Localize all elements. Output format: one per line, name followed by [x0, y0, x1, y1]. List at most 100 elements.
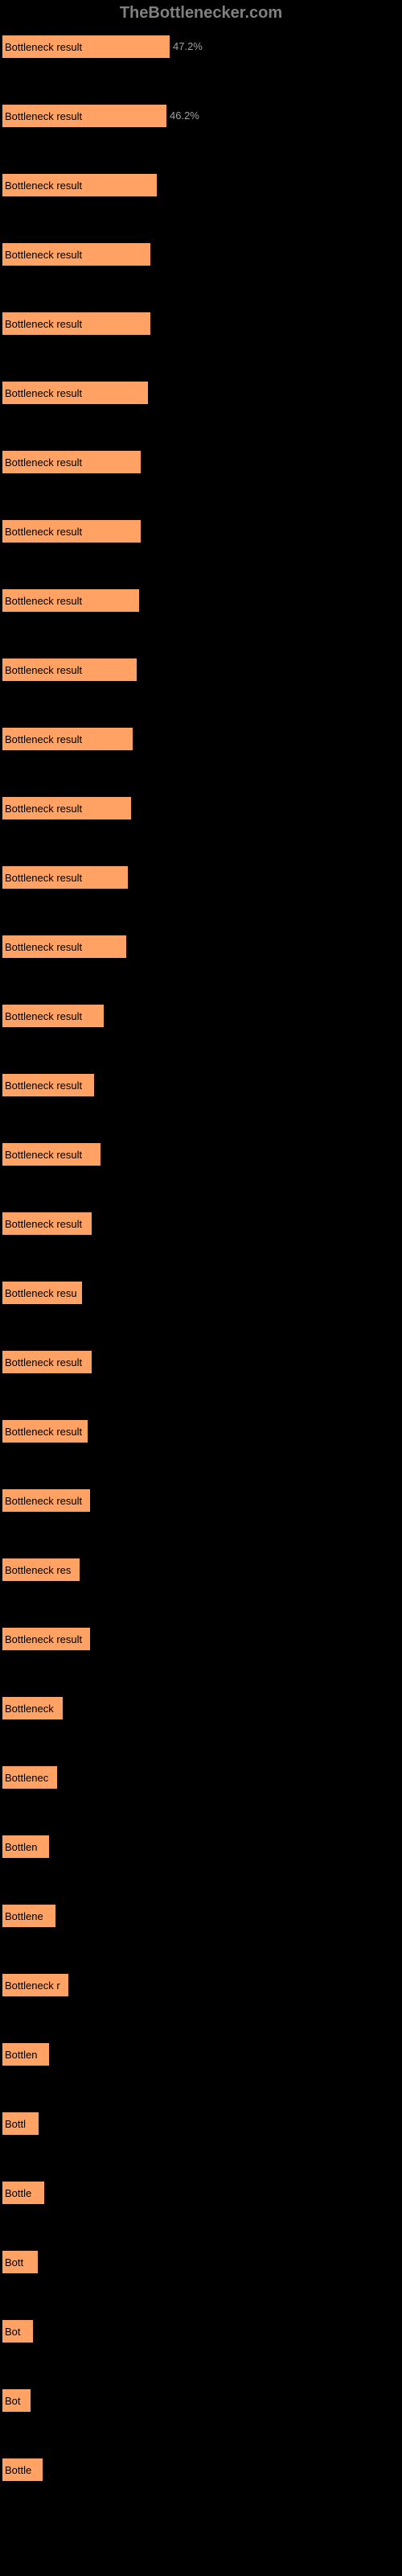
bar: Bottlen: [2, 2042, 50, 2066]
bar-label: Bott: [5, 2256, 23, 2268]
bar-wrapper: Bottleneck result: [2, 935, 402, 959]
bar-wrapper: Bottleneck result: [2, 1212, 402, 1236]
chart-row: Bottleneck result: [2, 796, 402, 820]
bar-label: Bottleneck r: [5, 1979, 60, 1992]
chart-row: Bott: [2, 2250, 402, 2274]
bar-wrapper: Bottleneck result: [2, 865, 402, 890]
bar-wrapper: Bot: [2, 2319, 402, 2343]
bar-wrapper: Bottleneck result: [2, 1142, 402, 1166]
bar: Bot: [2, 2319, 34, 2343]
bar-label: Bottleneck result: [5, 456, 82, 469]
bar: Bottleneck result: [2, 935, 127, 959]
chart-row: Bottleneck result: [2, 658, 402, 682]
bar-wrapper: Bottlenec: [2, 1765, 402, 1790]
bar-label: Bottleneck result: [5, 387, 82, 399]
bar: Bottleneck result: [2, 1212, 92, 1236]
bar-wrapper: Bot: [2, 2388, 402, 2413]
bar-label: Bottleneck result: [5, 318, 82, 330]
bar-wrapper: Bottleneck result: [2, 1350, 402, 1374]
chart-row: Bottleneck result: [2, 1350, 402, 1374]
bar: Bottleneck: [2, 1696, 64, 1720]
bar: Bottleneck result: [2, 381, 149, 405]
bar-label: Bottle: [5, 2464, 31, 2476]
header-logo: TheBottlenecker.com: [0, 4, 402, 23]
bar-label: Bottleneck result: [5, 872, 82, 884]
chart-row: Bottleneck result: [2, 450, 402, 474]
chart-row: Bot: [2, 2388, 402, 2413]
bar-label: Bottleneck res: [5, 1564, 71, 1576]
bar-wrapper: Bottleneck res: [2, 1558, 402, 1582]
bar-label: Bottleneck result: [5, 1010, 82, 1022]
bar-label: Bottleneck result: [5, 1633, 82, 1645]
bar-wrapper: Bottleneck result: [2, 1073, 402, 1097]
bar-wrapper: Bottleneck result: [2, 173, 402, 197]
chart-row: Bottleneck resu: [2, 1281, 402, 1305]
chart-row: Bottleneck result: [2, 242, 402, 266]
bar: Bottleneck result: [2, 104, 167, 128]
bar: Bottlenec: [2, 1765, 58, 1790]
chart-row: Bottle: [2, 2181, 402, 2205]
chart-row: Bot: [2, 2319, 402, 2343]
bar-wrapper: Bottleneck r: [2, 1973, 402, 1997]
chart-row: Bottleneck res: [2, 1558, 402, 1582]
chart-row: Bottleneck result: [2, 1212, 402, 1236]
bar-wrapper: Bottleneck result: [2, 381, 402, 405]
bar-wrapper: Bottleneck result: [2, 1488, 402, 1513]
bar: Bottlen: [2, 1835, 50, 1859]
chart-row: Bottleneck result: [2, 588, 402, 613]
bar: Bottleneck result: [2, 173, 158, 197]
bar-wrapper: Bottleneck result: [2, 450, 402, 474]
chart-row: Bottleneck result: [2, 727, 402, 751]
bar: Bottlene: [2, 1904, 56, 1928]
bar: Bottleneck result: [2, 519, 142, 543]
bar-label: Bottleneck result: [5, 180, 82, 192]
bar-wrapper: Bottl: [2, 2112, 402, 2136]
bar-wrapper: Bottleneck result: [2, 1004, 402, 1028]
chart-row: Bottleneck result: [2, 1488, 402, 1513]
bar-wrapper: Bottleneck result: [2, 312, 402, 336]
chart-row: Bottleneck result: [2, 1073, 402, 1097]
chart-row: Bottleneck result: [2, 1419, 402, 1443]
bar-wrapper: Bottle: [2, 2181, 402, 2205]
chart-container: Bottleneck result47.2%Bottleneck result4…: [0, 35, 402, 2482]
chart-row: Bottleneck result: [2, 865, 402, 890]
bar-label: Bottlen: [5, 2049, 37, 2061]
bar: Bottleneck resu: [2, 1281, 83, 1305]
chart-row: Bottleneck result: [2, 312, 402, 336]
chart-row: Bottleneck result: [2, 519, 402, 543]
bar-label: Bottle: [5, 2187, 31, 2199]
bar: Bottleneck r: [2, 1973, 69, 1997]
bar: Bottleneck result: [2, 1073, 95, 1097]
chart-row: Bottleneck result: [2, 1627, 402, 1651]
bar: Bottleneck result: [2, 242, 151, 266]
bar-label: Bottleneck resu: [5, 1287, 77, 1299]
chart-row: Bottlenec: [2, 1765, 402, 1790]
bar: Bottl: [2, 2112, 39, 2136]
bar-wrapper: Bottleneck result: [2, 658, 402, 682]
chart-row: Bottlen: [2, 1835, 402, 1859]
bar-wrapper: Bott: [2, 2250, 402, 2274]
bar: Bottleneck result: [2, 1350, 92, 1374]
bar-wrapper: Bottleneck: [2, 1696, 402, 1720]
bar: Bottleneck result: [2, 35, 170, 59]
bar-wrapper: Bottleneck result: [2, 727, 402, 751]
bar-label: Bottleneck result: [5, 664, 82, 676]
bar-label: Bottl: [5, 2118, 26, 2130]
bar-wrapper: Bottleneck result47.2%: [2, 35, 402, 59]
bar: Bottleneck result: [2, 865, 129, 890]
bar-wrapper: Bottlen: [2, 1835, 402, 1859]
chart-row: Bottleneck result: [2, 173, 402, 197]
bar-wrapper: Bottleneck result: [2, 1419, 402, 1443]
bar-label: Bot: [5, 2326, 21, 2338]
chart-row: Bottleneck result47.2%: [2, 35, 402, 59]
bar-wrapper: Bottle: [2, 2458, 402, 2482]
bar-label: Bottleneck result: [5, 1426, 82, 1438]
chart-row: Bottleneck result: [2, 1004, 402, 1028]
bar: Bot: [2, 2388, 31, 2413]
chart-row: Bottle: [2, 2458, 402, 2482]
bar: Bottle: [2, 2181, 45, 2205]
bar-label: Bottleneck result: [5, 803, 82, 815]
bar: Bottleneck res: [2, 1558, 80, 1582]
bar-label: Bottleneck result: [5, 941, 82, 953]
bar: Bottleneck result: [2, 727, 133, 751]
